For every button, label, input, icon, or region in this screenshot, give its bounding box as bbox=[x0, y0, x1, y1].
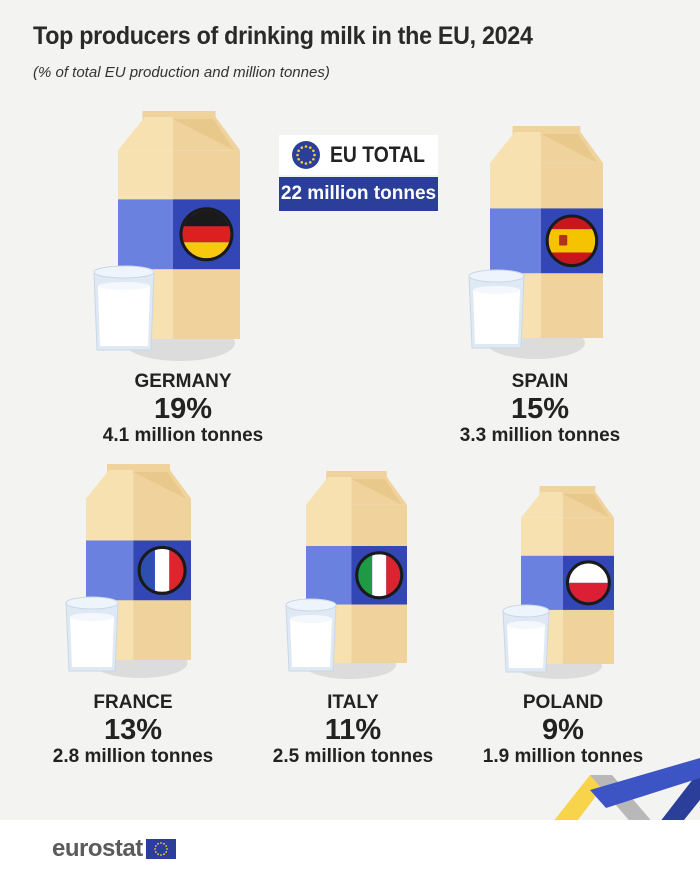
country-percent: 9% bbox=[542, 714, 584, 746]
country-tonnes: 1.9 million tonnes bbox=[482, 746, 644, 767]
eu-total-header: EU TOTAL bbox=[279, 135, 438, 175]
country-tonnes: 3.3 million tonnes bbox=[459, 425, 621, 446]
milk-glass-icon bbox=[468, 269, 525, 349]
eu-total-value: 22 million tonnes bbox=[279, 177, 438, 211]
country-percent: 11% bbox=[324, 714, 382, 746]
eu-flag-icon bbox=[292, 141, 320, 169]
carton-spain bbox=[468, 126, 603, 359]
country-italy: ITALY 11% 2.5 million tonnes bbox=[243, 692, 463, 768]
carton-germany bbox=[93, 111, 240, 361]
country-tonnes: 2.8 million tonnes bbox=[52, 746, 214, 767]
carton-france bbox=[65, 464, 191, 678]
poland-flag-icon bbox=[568, 563, 608, 603]
cartons-layer bbox=[65, 111, 614, 679]
eurostat-logo: eurostat bbox=[52, 835, 176, 863]
country-percent: 15% bbox=[510, 393, 570, 425]
eurostat-wordmark: eurostat bbox=[52, 835, 143, 862]
milk-glass-icon bbox=[285, 598, 337, 672]
milk-glass-icon bbox=[65, 596, 119, 672]
germany-flag-icon bbox=[182, 210, 231, 259]
country-tonnes: 2.5 million tonnes bbox=[272, 746, 434, 767]
carton-italy bbox=[285, 471, 407, 679]
eu-flag-logo-icon bbox=[145, 839, 176, 859]
eu-total-label: EU TOTAL bbox=[330, 142, 426, 167]
country-germany: GERMANY 19% 4.1 million tonnes bbox=[73, 371, 293, 447]
country-tonnes: 4.1 million tonnes bbox=[102, 425, 264, 446]
italy-flag-icon bbox=[358, 554, 401, 597]
country-name: ITALY bbox=[327, 692, 379, 713]
country-percent: 13% bbox=[103, 714, 163, 746]
country-france: FRANCE 13% 2.8 million tonnes bbox=[23, 692, 243, 768]
chart-title: Top producers of drinking milk in the EU… bbox=[33, 22, 533, 50]
milk-glass-icon bbox=[93, 265, 155, 351]
carton-poland bbox=[502, 486, 614, 679]
chart-subtitle: (% of total EU production and million to… bbox=[33, 64, 330, 81]
country-name: POLAND bbox=[522, 692, 604, 713]
spain-flag-icon bbox=[548, 217, 596, 265]
country-percent: 19% bbox=[153, 393, 213, 425]
eu-total-box: EU TOTAL 22 million tonnes bbox=[279, 135, 438, 211]
country-name: SPAIN bbox=[511, 371, 569, 392]
country-poland: POLAND 9% 1.9 million tonnes bbox=[453, 692, 673, 768]
country-spain: SPAIN 15% 3.3 million tonnes bbox=[430, 371, 650, 447]
country-name: GERMANY bbox=[134, 371, 232, 392]
country-name: FRANCE bbox=[93, 692, 173, 713]
milk-glass-icon bbox=[502, 604, 550, 673]
france-flag-icon bbox=[140, 548, 184, 592]
footer-bar bbox=[0, 820, 700, 875]
